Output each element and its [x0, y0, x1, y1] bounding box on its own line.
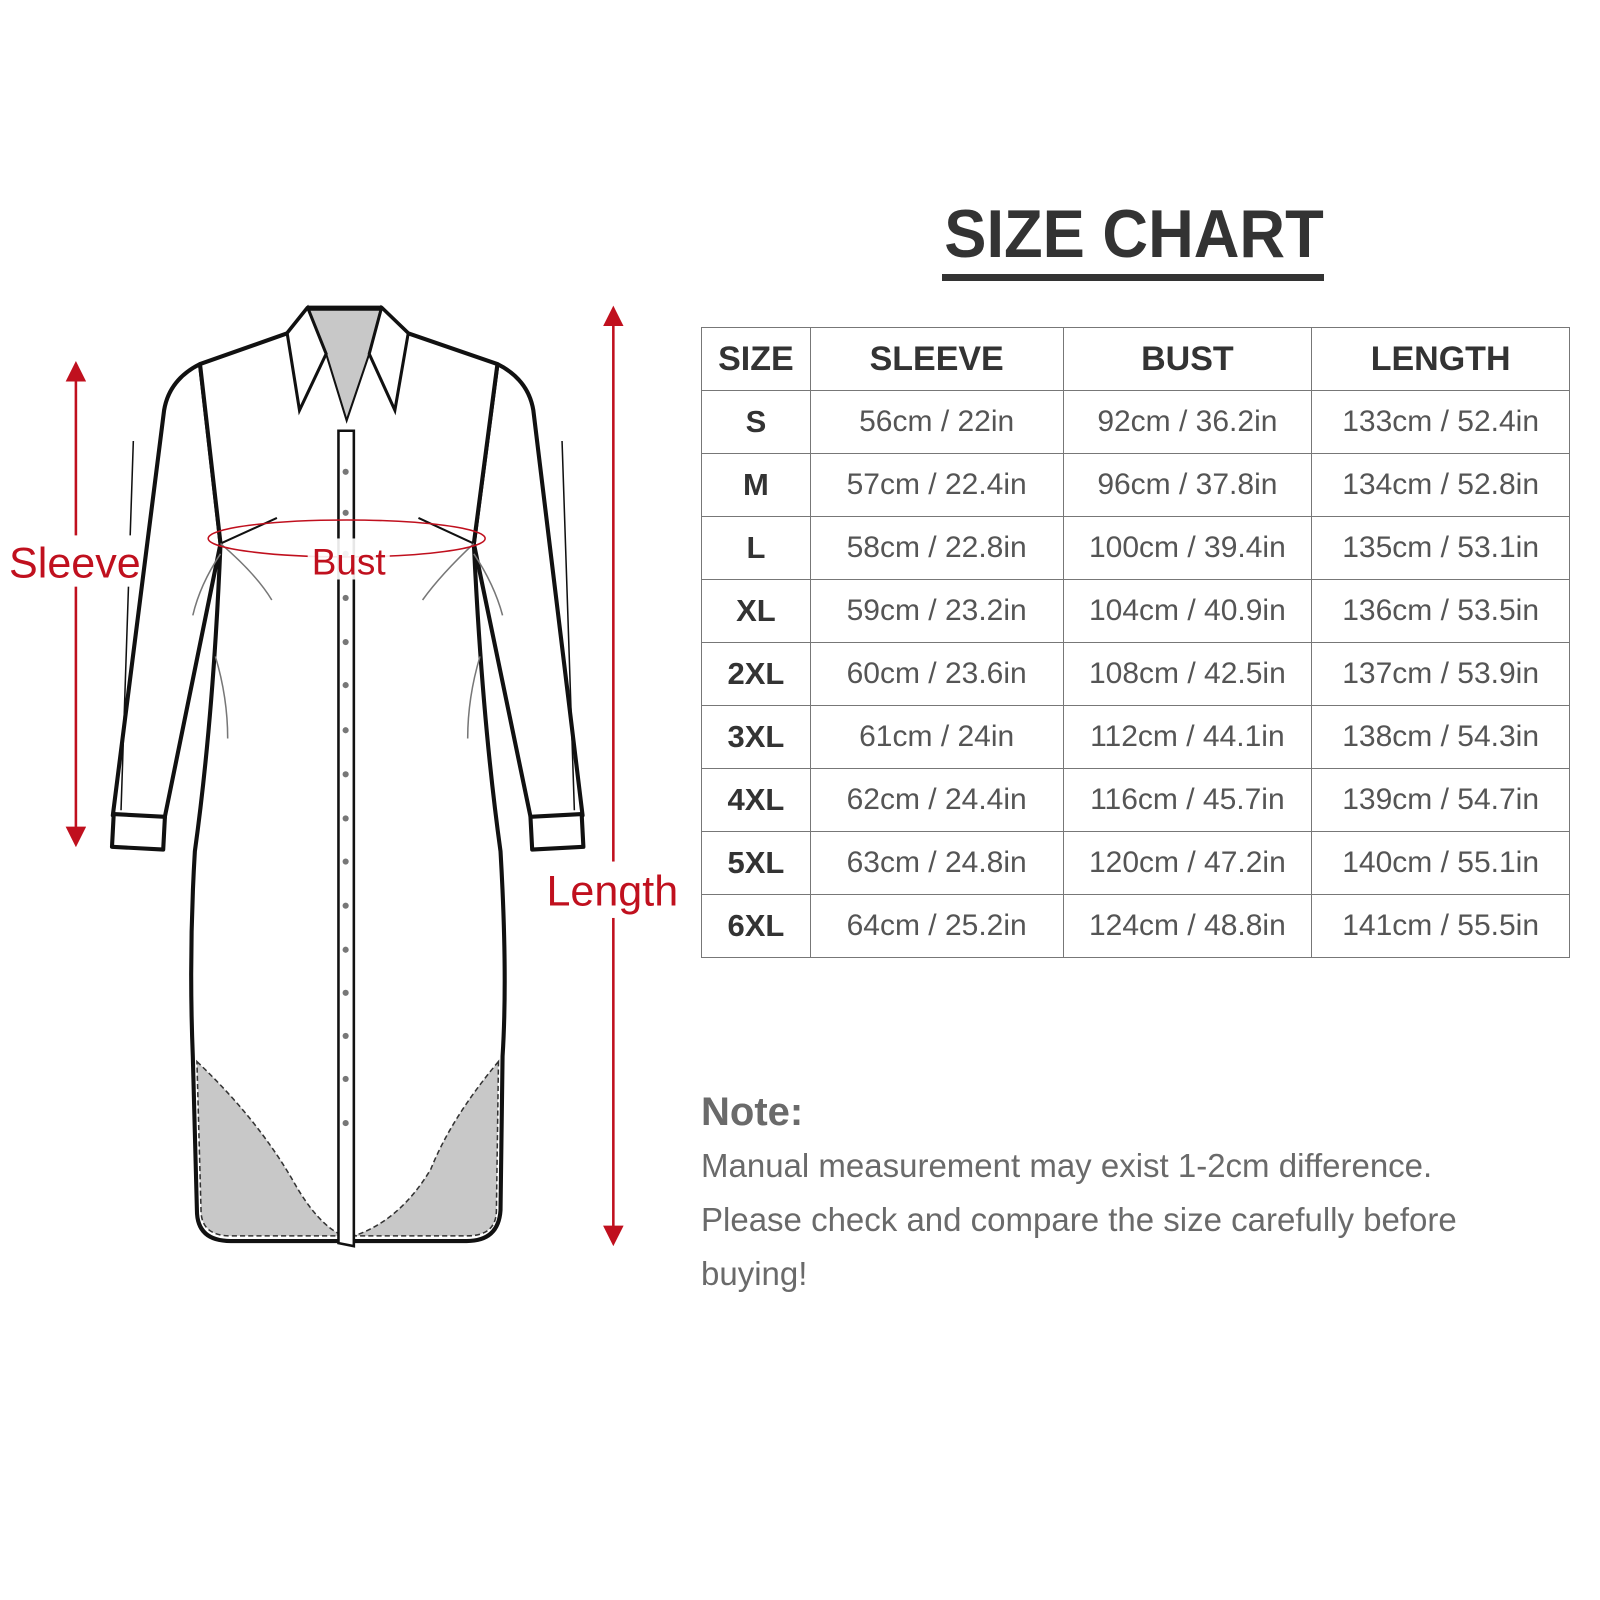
- table-header-row: SIZE SLEEVE BUST LENGTH: [701, 327, 1570, 391]
- cell-sleeve: 63cm / 24.8in: [809, 831, 1064, 895]
- header-sleeve: SLEEVE: [809, 327, 1064, 391]
- cell-sleeve: 56cm / 22in: [809, 390, 1064, 454]
- left-cuff: [109, 812, 167, 852]
- cell-size: 4XL: [701, 768, 811, 832]
- cell-size: S: [701, 390, 811, 454]
- cell-length: 140cm / 55.1in: [1311, 831, 1570, 895]
- cell-bust: 104cm / 40.9in: [1062, 579, 1313, 643]
- header-size: SIZE: [701, 327, 811, 391]
- cell-sleeve: 62cm / 24.4in: [809, 768, 1064, 832]
- bust-label: Bust: [312, 541, 386, 582]
- length-label: Length: [546, 868, 678, 916]
- note-section: Note: Manual measurement may exist 1-2cm…: [701, 1090, 1581, 1301]
- cell-size: XL: [701, 579, 811, 643]
- collar-right: [367, 304, 410, 416]
- cell-size: L: [701, 516, 811, 580]
- cell-bust: 96cm / 37.8in: [1062, 453, 1313, 517]
- cell-bust: 120cm / 47.2in: [1062, 831, 1313, 895]
- cell-sleeve: 60cm / 23.6in: [809, 642, 1064, 706]
- sleeve-label: Sleeve: [9, 539, 141, 587]
- title-underline: [942, 274, 1324, 281]
- cell-bust: 124cm / 48.8in: [1062, 894, 1313, 958]
- cell-length: 138cm / 54.3in: [1311, 705, 1570, 769]
- size-table: SIZE SLEEVE BUST LENGTH S 56cm / 22in 92cm…: [701, 327, 1570, 958]
- cell-length: 133cm / 52.4in: [1311, 390, 1570, 454]
- table-row: 5XL 63cm / 24.8in 120cm / 47.2in 140cm / 55…: [701, 831, 1570, 895]
- header-length: LENGTH: [1311, 327, 1570, 391]
- cell-length: 137cm / 53.9in: [1311, 642, 1570, 706]
- cell-length: 135cm / 53.1in: [1311, 516, 1570, 580]
- cell-length: 134cm / 52.8in: [1311, 453, 1570, 517]
- table-row: 6XL 64cm / 25.2in 124cm / 48.8in 141cm / 55…: [701, 894, 1570, 958]
- cell-length: 136cm / 53.5in: [1311, 579, 1570, 643]
- cell-size: 3XL: [701, 705, 811, 769]
- cell-sleeve: 64cm / 25.2in: [809, 894, 1064, 958]
- cell-length: 141cm / 55.5in: [1311, 894, 1570, 958]
- hem-left: [196, 1059, 344, 1237]
- note-line: Manual measurement may exist 1-2cm diffe…: [701, 1147, 1433, 1184]
- cell-size: M: [701, 453, 811, 517]
- note-title: Note:: [701, 1090, 804, 1134]
- table-row: S 56cm / 22in 92cm / 36.2in 133cm / 52.4in: [701, 390, 1570, 454]
- cell-length: 139cm / 54.7in: [1311, 768, 1570, 832]
- cell-sleeve: 57cm / 22.4in: [809, 453, 1064, 517]
- header-bust: BUST: [1062, 327, 1313, 391]
- note-line: buying!: [701, 1255, 808, 1292]
- page-title: SIZE CHART: [944, 196, 1324, 272]
- cell-size: 6XL: [701, 894, 811, 958]
- cell-sleeve: 58cm / 22.8in: [809, 516, 1064, 580]
- table-row: 2XL 60cm / 23.6in 108cm / 42.5in 137cm / 53…: [701, 642, 1570, 706]
- cell-bust: 100cm / 39.4in: [1062, 516, 1313, 580]
- cell-bust: 112cm / 44.1in: [1062, 705, 1313, 769]
- cell-bust: 92cm / 36.2in: [1062, 390, 1313, 454]
- cell-bust: 116cm / 45.7in: [1062, 768, 1313, 832]
- table-row: L 58cm / 22.8in 100cm / 39.4in 135cm / 53.1…: [701, 516, 1570, 580]
- cell-size: 5XL: [701, 831, 811, 895]
- right-cuff: [528, 812, 586, 852]
- table-row: M 57cm / 22.4in 96cm / 37.8in 134cm / 52.8i…: [701, 453, 1570, 517]
- table-row: 4XL 62cm / 24.4in 116cm / 45.7in 139cm / 54…: [701, 768, 1570, 832]
- table-row: XL 59cm / 23.2in 104cm / 40.9in 136cm / 53.…: [701, 579, 1570, 643]
- note-line: Please check and compare the size carefu…: [701, 1201, 1457, 1238]
- cell-sleeve: 61cm / 24in: [809, 705, 1064, 769]
- table-row: 3XL 61cm / 24in 112cm / 44.1in 138cm / 54.3…: [701, 705, 1570, 769]
- cell-size: 2XL: [701, 642, 811, 706]
- button-placket: [337, 429, 356, 1248]
- collar-left: [285, 304, 328, 416]
- hem-right: [353, 1059, 500, 1237]
- cell-bust: 108cm / 42.5in: [1062, 642, 1313, 706]
- cell-sleeve: 59cm / 23.2in: [809, 579, 1064, 643]
